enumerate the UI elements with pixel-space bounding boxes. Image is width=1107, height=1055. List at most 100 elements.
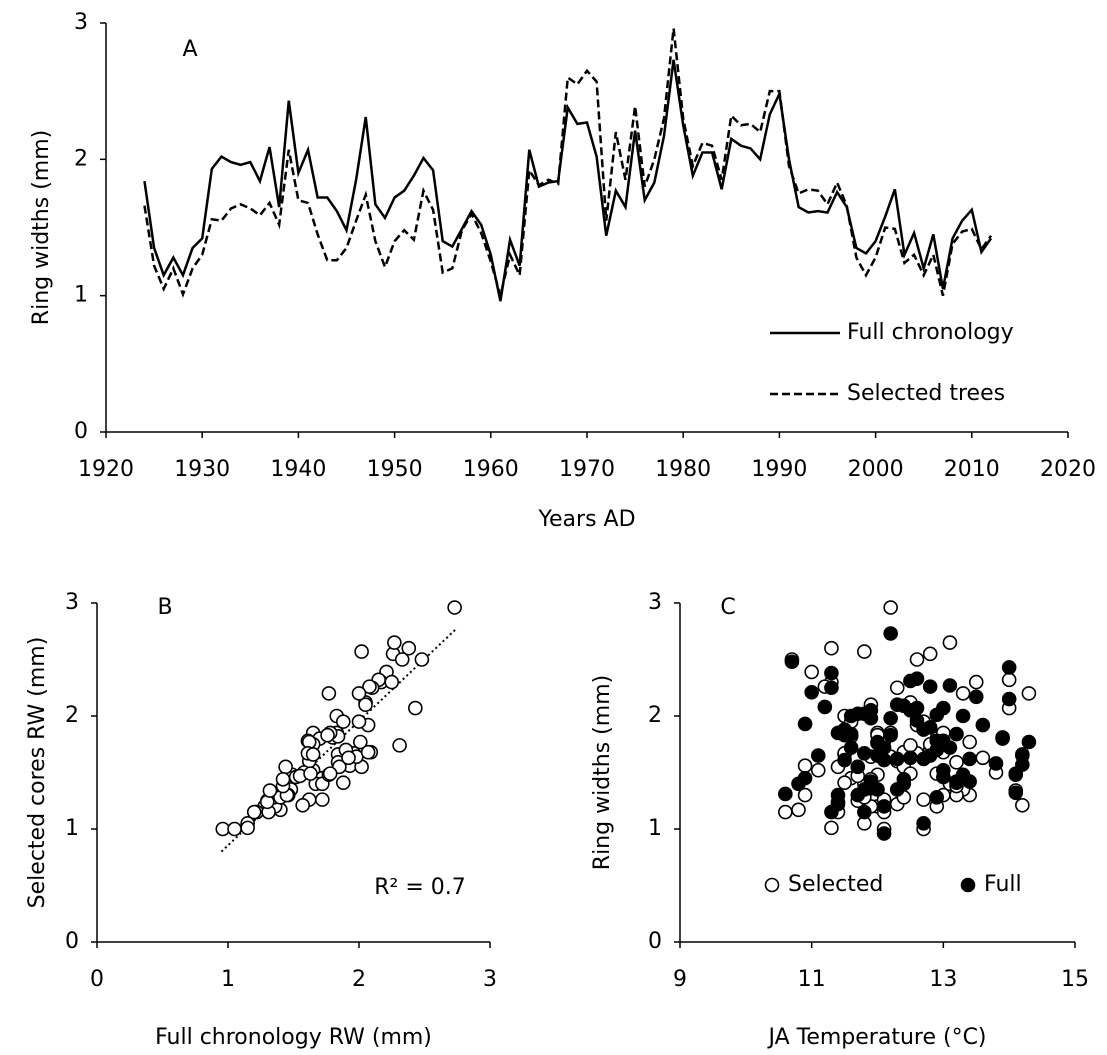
point xyxy=(354,644,369,659)
point xyxy=(850,759,866,775)
x-tick-label: 15 xyxy=(1061,967,1089,992)
point xyxy=(876,752,892,768)
x-tick-label: 1960 xyxy=(463,457,519,482)
point xyxy=(240,820,255,836)
point xyxy=(392,738,407,753)
panel-label: A xyxy=(182,37,197,62)
point xyxy=(351,686,367,701)
point xyxy=(988,756,1004,771)
point xyxy=(303,766,318,781)
y-tick-label: 1 xyxy=(648,816,662,841)
point xyxy=(262,783,278,798)
point xyxy=(1021,734,1037,750)
x-axis-label: Full chronology RW (mm) xyxy=(155,1025,432,1050)
legend-label: Full chronology xyxy=(847,320,1014,345)
x-tick-label: 2 xyxy=(352,967,366,992)
point xyxy=(335,714,351,729)
point xyxy=(916,722,931,737)
point xyxy=(843,740,859,755)
point xyxy=(227,821,242,837)
panel-label: C xyxy=(720,595,735,620)
point xyxy=(1001,672,1017,688)
x-tick-label: 2020 xyxy=(1040,457,1096,482)
point xyxy=(1021,686,1037,701)
point xyxy=(922,679,938,694)
x-tick-label: 11 xyxy=(798,967,826,992)
point xyxy=(320,727,335,743)
point xyxy=(295,797,310,813)
point xyxy=(804,684,819,700)
point xyxy=(889,680,905,696)
y-tick-label: 0 xyxy=(74,419,88,444)
y-tick-label: 3 xyxy=(65,590,79,615)
point xyxy=(246,804,262,820)
point xyxy=(315,792,330,807)
legend-label: Full xyxy=(984,872,1022,897)
point xyxy=(797,770,813,786)
point xyxy=(1008,785,1024,801)
x-tick-label: 1920 xyxy=(78,457,134,482)
point xyxy=(305,747,321,762)
y-tick-label: 1 xyxy=(74,283,88,308)
point xyxy=(857,644,872,659)
point xyxy=(883,600,898,615)
point xyxy=(949,755,964,770)
line-series xyxy=(143,28,993,301)
x-tick-label: 1 xyxy=(221,967,235,992)
point xyxy=(837,752,852,768)
annotation: R² = 0.7 xyxy=(374,875,466,900)
point xyxy=(778,786,793,802)
point xyxy=(353,734,368,750)
y-tick-label: 2 xyxy=(74,146,88,171)
point xyxy=(384,674,400,690)
y-axis-label: Ring widths (mm) xyxy=(29,130,54,325)
point xyxy=(351,714,367,729)
point xyxy=(791,802,806,818)
legend-label: Selected xyxy=(788,872,883,897)
point xyxy=(275,771,291,787)
panel-label: B xyxy=(157,595,172,620)
point xyxy=(857,804,872,820)
point xyxy=(883,710,898,726)
point xyxy=(1001,660,1017,675)
x-tick-label: 1950 xyxy=(367,457,423,482)
point xyxy=(1015,748,1030,763)
x-tick-label: 1970 xyxy=(559,457,615,482)
point xyxy=(889,697,905,713)
point xyxy=(810,762,826,778)
x-tick-label: 3 xyxy=(483,967,497,992)
x-tick-label: 13 xyxy=(929,967,957,992)
point xyxy=(975,750,991,766)
point xyxy=(804,664,819,680)
point xyxy=(962,751,977,767)
point xyxy=(341,750,356,766)
point xyxy=(936,769,951,785)
point xyxy=(408,700,423,716)
point xyxy=(824,665,839,681)
point xyxy=(797,716,813,732)
point xyxy=(824,640,839,656)
point xyxy=(876,826,892,841)
point xyxy=(995,731,1010,746)
point xyxy=(447,600,462,615)
point xyxy=(942,635,958,650)
x-tick-label: 9 xyxy=(673,967,687,992)
point xyxy=(903,738,918,753)
y-tick-label: 0 xyxy=(65,929,79,954)
legend-marker xyxy=(960,877,976,893)
y-tick-label: 2 xyxy=(65,703,79,728)
x-tick-label: 1940 xyxy=(270,457,326,482)
point xyxy=(843,708,859,724)
point xyxy=(916,816,931,831)
point xyxy=(824,820,839,836)
legend-marker xyxy=(764,877,780,893)
point xyxy=(909,671,925,687)
point xyxy=(784,654,800,670)
y-axis-label: Ring widths (mm) xyxy=(590,675,615,870)
point xyxy=(335,775,351,790)
point xyxy=(975,717,991,733)
y-tick-label: 2 xyxy=(648,703,662,728)
x-tick-label: 1990 xyxy=(751,457,807,482)
point xyxy=(968,674,984,690)
